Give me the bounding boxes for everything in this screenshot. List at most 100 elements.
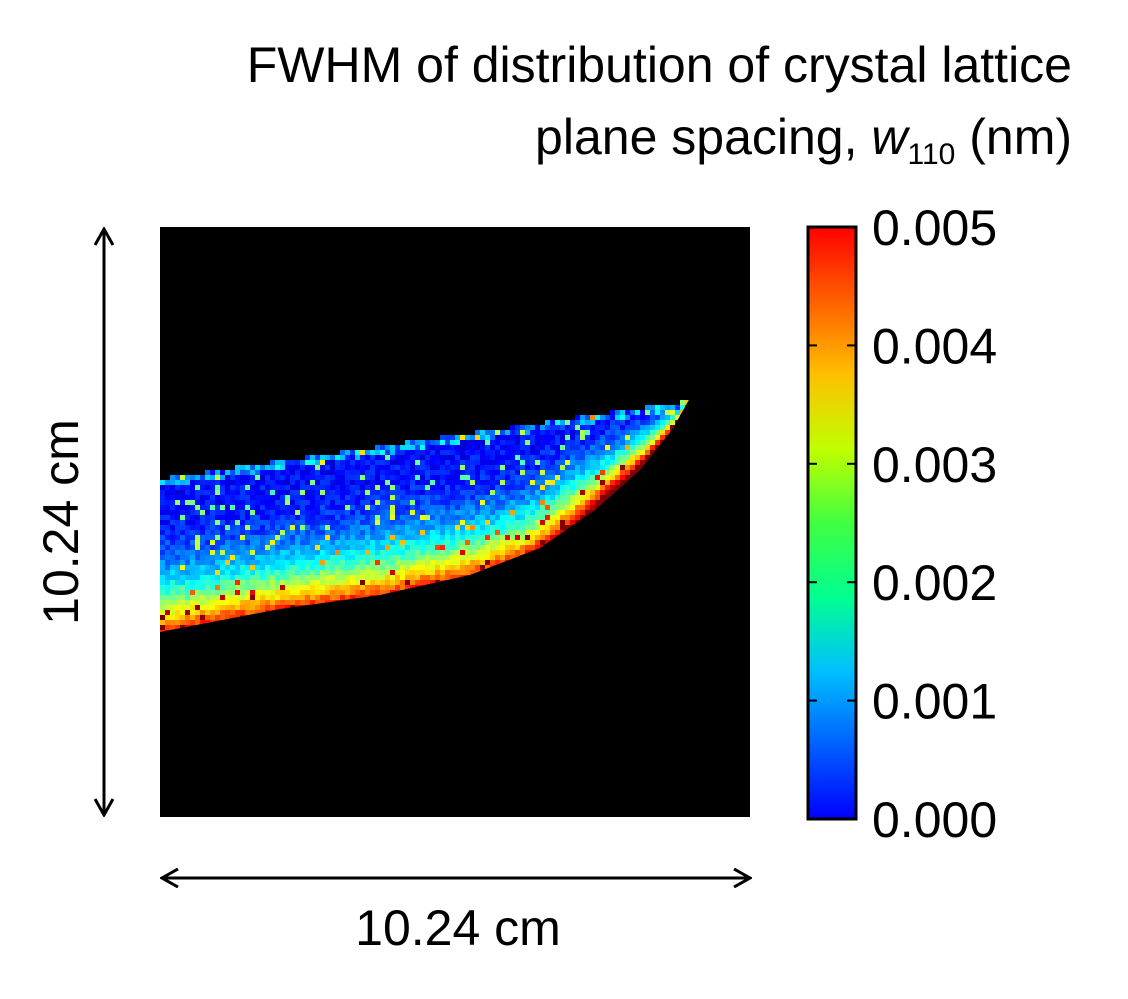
heatmap-cell bbox=[160, 515, 165, 520]
heatmap-cell bbox=[385, 440, 390, 445]
heatmap-cell bbox=[470, 540, 475, 545]
heatmap-cell bbox=[300, 550, 305, 555]
heatmap-cell bbox=[265, 590, 270, 595]
heatmap-cell bbox=[305, 520, 310, 525]
heatmap-cell bbox=[275, 510, 280, 515]
heatmap-cell bbox=[650, 450, 655, 455]
heatmap-cell bbox=[310, 475, 315, 480]
heatmap-cell bbox=[535, 435, 540, 440]
heatmap-cell bbox=[530, 425, 535, 430]
heatmap-cell bbox=[405, 475, 410, 480]
heatmap-cell bbox=[320, 540, 325, 545]
heatmap-cell bbox=[245, 580, 250, 585]
heatmap-cell bbox=[210, 570, 215, 575]
heatmap-cell bbox=[545, 440, 550, 445]
heatmap-cell bbox=[530, 540, 535, 545]
heatmap-cell bbox=[500, 445, 505, 450]
heatmap-cell bbox=[210, 560, 215, 565]
heatmap-cell bbox=[600, 445, 605, 450]
heatmap-cell bbox=[450, 495, 455, 500]
heatmap-cell bbox=[295, 550, 300, 555]
heatmap-cell bbox=[175, 560, 180, 565]
heatmap-cell bbox=[320, 535, 325, 540]
heatmap-cell bbox=[325, 585, 330, 590]
heatmap-cell bbox=[245, 570, 250, 575]
heatmap-cell bbox=[590, 495, 595, 500]
heatmap-cell bbox=[525, 540, 530, 545]
heatmap-cell bbox=[175, 545, 180, 550]
heatmap-cell bbox=[560, 480, 565, 485]
heatmap-cell bbox=[385, 535, 390, 540]
heatmap-cell bbox=[260, 600, 265, 605]
heatmap-cell bbox=[335, 505, 340, 510]
heatmap-cell bbox=[315, 480, 320, 485]
heatmap-cell bbox=[480, 560, 485, 565]
heatmap-cell bbox=[620, 465, 625, 470]
heatmap-cell bbox=[495, 445, 500, 450]
heatmap-cell bbox=[520, 535, 525, 540]
heatmap-cell bbox=[330, 545, 335, 550]
heatmap-cell bbox=[185, 530, 190, 535]
heatmap-cell bbox=[555, 510, 560, 515]
heatmap-cell bbox=[540, 435, 545, 440]
heatmap-cell bbox=[380, 555, 385, 560]
heatmap-cell bbox=[185, 475, 190, 480]
heatmap-cell bbox=[390, 450, 395, 455]
heatmap-cell bbox=[450, 550, 455, 555]
heatmap-cell bbox=[235, 490, 240, 495]
heatmap-cell bbox=[190, 525, 195, 530]
heatmap-cell bbox=[320, 600, 325, 605]
heatmap-cell bbox=[520, 450, 525, 455]
heatmap-cell bbox=[415, 575, 420, 580]
heatmap-cell bbox=[550, 500, 555, 505]
heatmap-cell bbox=[345, 510, 350, 515]
heatmap-cell bbox=[245, 500, 250, 505]
heatmap-cell bbox=[335, 495, 340, 500]
heatmap-cell bbox=[525, 450, 530, 455]
heatmap-cell bbox=[405, 520, 410, 525]
heatmap-cell bbox=[255, 500, 260, 505]
heatmap-cell bbox=[315, 520, 320, 525]
heatmap-cell bbox=[385, 510, 390, 515]
heatmap-cell bbox=[285, 460, 290, 465]
heatmap-cell bbox=[305, 560, 310, 565]
heatmap-cell bbox=[280, 500, 285, 505]
heatmap-cell bbox=[495, 485, 500, 490]
heatmap-cell bbox=[265, 510, 270, 515]
heatmap-cell bbox=[210, 510, 215, 515]
heatmap-cell bbox=[330, 565, 335, 570]
heatmap-cell bbox=[605, 425, 610, 430]
heatmap-cell bbox=[360, 510, 365, 515]
heatmap-cell bbox=[285, 485, 290, 490]
heatmap-cell bbox=[170, 515, 175, 520]
heatmap-cell bbox=[285, 575, 290, 580]
heatmap-cell bbox=[395, 545, 400, 550]
heatmap-cell bbox=[430, 500, 435, 505]
heatmap-cell bbox=[630, 470, 635, 475]
heatmap-cell bbox=[270, 485, 275, 490]
heatmap-cell bbox=[625, 415, 630, 420]
heatmap-cell bbox=[530, 450, 535, 455]
heatmap-cell bbox=[390, 495, 395, 500]
heatmap-cell bbox=[275, 580, 280, 585]
heatmap-cell bbox=[355, 555, 360, 560]
heatmap-cell bbox=[200, 485, 205, 490]
heatmap-cell bbox=[420, 575, 425, 580]
heatmap-cell bbox=[230, 540, 235, 545]
heatmap-cell bbox=[170, 490, 175, 495]
heatmap-cell bbox=[345, 450, 350, 455]
heatmap-cell bbox=[245, 485, 250, 490]
heatmap-cell bbox=[330, 520, 335, 525]
heatmap-cell bbox=[325, 595, 330, 600]
heatmap-cell bbox=[555, 435, 560, 440]
heatmap-cell bbox=[300, 460, 305, 465]
heatmap-cell bbox=[440, 455, 445, 460]
heatmap-cell bbox=[545, 490, 550, 495]
heatmap-cell bbox=[180, 515, 185, 520]
heatmap-cell bbox=[310, 500, 315, 505]
heatmap-cell bbox=[515, 475, 520, 480]
heatmap-cell bbox=[315, 535, 320, 540]
heatmap-cell bbox=[420, 490, 425, 495]
heatmap-cell bbox=[550, 450, 555, 455]
heatmap-cell bbox=[440, 540, 445, 545]
